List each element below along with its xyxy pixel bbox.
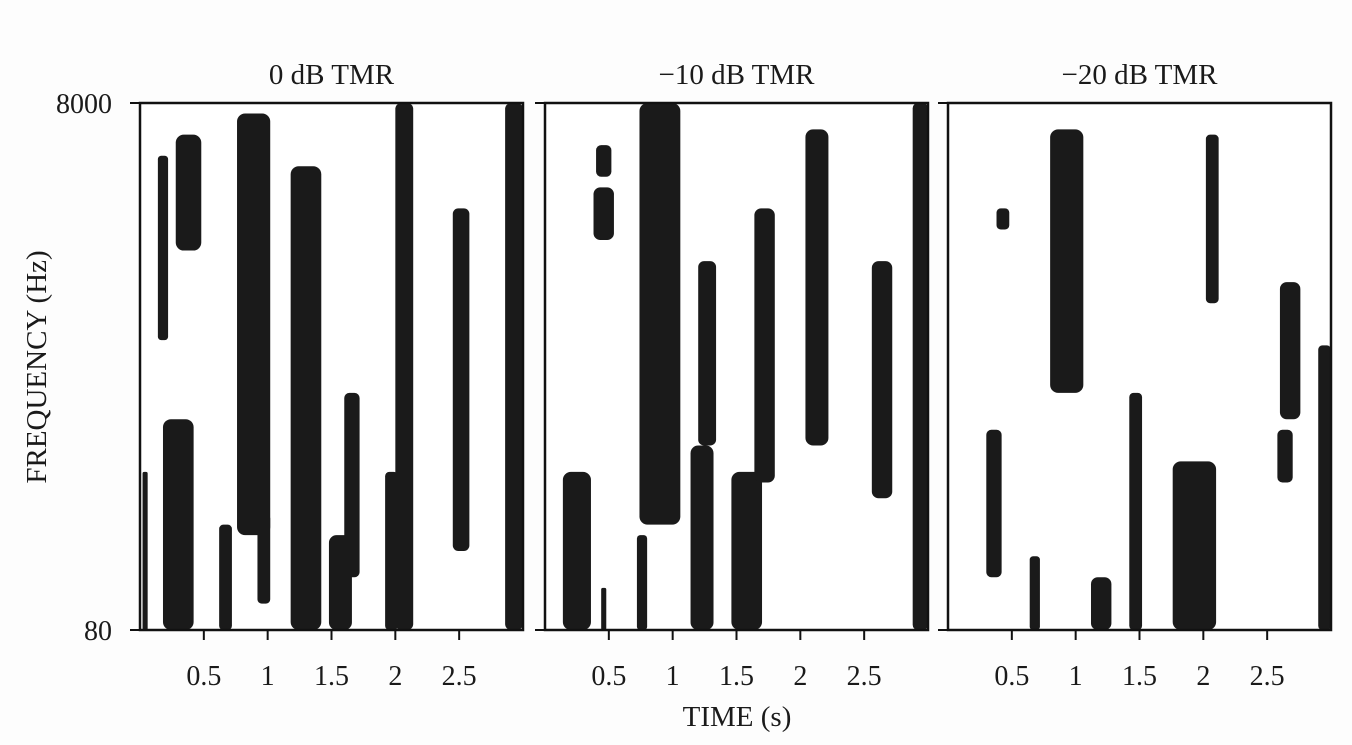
x-tick-label: 1.5: [1122, 661, 1157, 692]
mask-region: [237, 113, 271, 536]
mask-region: [257, 514, 271, 604]
panel-2: −10 dB TMR 0.5 1 1.5 2 2.5: [535, 59, 930, 692]
mask-region: [175, 134, 202, 251]
mask-region: [996, 208, 1010, 230]
mask-region: [1050, 129, 1084, 393]
mask-region: [871, 261, 893, 499]
mask-region: [690, 445, 714, 630]
y-tick-label-top: 8000: [56, 89, 112, 120]
x-tick-label: 2: [793, 661, 807, 692]
x-tick-label: 2: [388, 661, 402, 692]
panel-title: 0 dB TMR: [269, 59, 395, 91]
mask-region: [290, 166, 322, 631]
mask-region: [157, 155, 169, 341]
mask-region: [805, 129, 829, 446]
panels-layer: 0 dB TMR 0.5 1 1.5 2 2.5 −10 dB TMR 0.5 1 1.5 2 2.5…: [130, 59, 1333, 692]
mask-region: [505, 103, 523, 630]
mask-region: [1029, 556, 1040, 630]
mask-region: [636, 535, 648, 630]
mask-region: [698, 261, 717, 446]
mask-region: [639, 103, 681, 525]
x-tick-label: 1.5: [314, 661, 349, 692]
mask-region: [452, 208, 470, 551]
mask-region: [1279, 282, 1301, 420]
mask-region: [754, 208, 775, 483]
panel-title: −10 dB TMR: [658, 59, 815, 91]
mask-region: [986, 429, 1002, 578]
y-axis-label: FREQUENCY (Hz): [21, 250, 53, 483]
x-tick-label: 1: [1069, 661, 1083, 692]
panel-title: −20 dB TMR: [1061, 59, 1218, 91]
mask-region: [601, 587, 607, 630]
x-tick-label: 2: [1196, 661, 1210, 692]
mask-region: [385, 471, 398, 630]
mask-region: [162, 419, 194, 630]
x-tick-label: 2.5: [1250, 661, 1285, 692]
x-axis-label: TIME (s): [683, 701, 792, 733]
panel-1: 0 dB TMR 0.5 1 1.5 2 2.5: [130, 59, 525, 692]
mask-region: [1205, 134, 1219, 304]
x-tick-label: 0.5: [186, 661, 221, 692]
mask-region: [562, 471, 591, 630]
mask-region: [596, 145, 612, 177]
mask-region: [142, 471, 148, 630]
x-tick-label: 2.5: [442, 661, 477, 692]
mask-region: [731, 471, 763, 630]
panel-3: −20 dB TMR 0.5 1 1.5 2 2.5: [938, 59, 1333, 692]
x-tick-label: 1: [261, 661, 275, 692]
x-tick-label: 1: [666, 661, 680, 692]
x-tick-label: 2.5: [847, 661, 882, 692]
x-tick-label: 0.5: [994, 661, 1029, 692]
mask-region: [1172, 461, 1217, 630]
mask-region: [395, 103, 414, 630]
mask-region: [1129, 392, 1143, 630]
x-tick-label: 1.5: [719, 661, 754, 692]
mask-region: [219, 524, 232, 630]
mask-region: [344, 392, 360, 578]
mask-region: [1318, 345, 1331, 630]
y-tick-label-bottom: 80: [84, 616, 112, 647]
mask-region: [912, 103, 928, 630]
mask-region: [1277, 429, 1293, 483]
mask-region: [593, 187, 614, 241]
x-tick-label: 0.5: [591, 661, 626, 692]
mask-region: [1090, 577, 1112, 630]
